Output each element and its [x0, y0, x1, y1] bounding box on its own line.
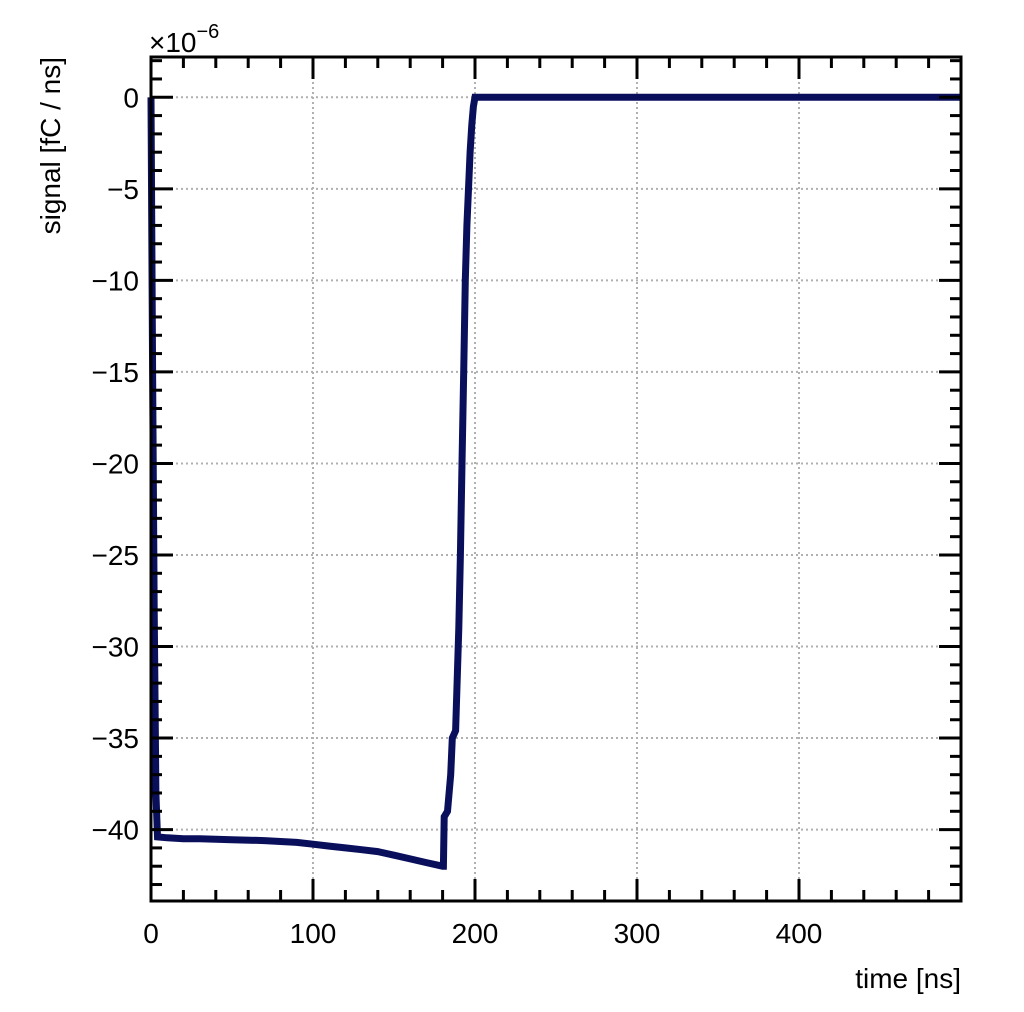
y-tick-label: −15 — [92, 357, 140, 388]
data-series — [147, 93, 961, 870]
x-tick-label: 100 — [290, 918, 337, 949]
x-tick-label: 200 — [452, 918, 499, 949]
signal-line — [147, 93, 961, 870]
y-tick-label: −10 — [92, 265, 140, 296]
y-tick-label: −5 — [107, 174, 139, 205]
tick-labels: 0 100 200 300 400 0 −5 −10 −15 −20 −25 −30 −35 −40 — [92, 82, 823, 949]
x-tick-label: 400 — [776, 918, 823, 949]
y-tick-label: −25 — [92, 540, 140, 571]
axis-ticks — [149, 57, 963, 901]
grid-lines — [150, 57, 961, 901]
y-tick-label: −35 — [92, 723, 140, 754]
plot-frame — [149, 55, 963, 903]
y-axis-label: signal [fC / ns] — [35, 57, 66, 234]
y-tick-label: −40 — [92, 815, 140, 846]
y-axis-multiplier: ×10−6 — [149, 21, 219, 58]
multiplier-exponent: −6 — [197, 21, 220, 43]
y-tick-label: −30 — [92, 632, 140, 663]
y-tick-label: −20 — [92, 448, 140, 479]
x-axis-label: time [ns] — [855, 963, 961, 994]
x-tick-label: 300 — [614, 918, 661, 949]
y-tick-label: 0 — [123, 82, 139, 113]
multiplier-base: ×10 — [149, 27, 197, 58]
x-tick-label: 0 — [143, 918, 159, 949]
